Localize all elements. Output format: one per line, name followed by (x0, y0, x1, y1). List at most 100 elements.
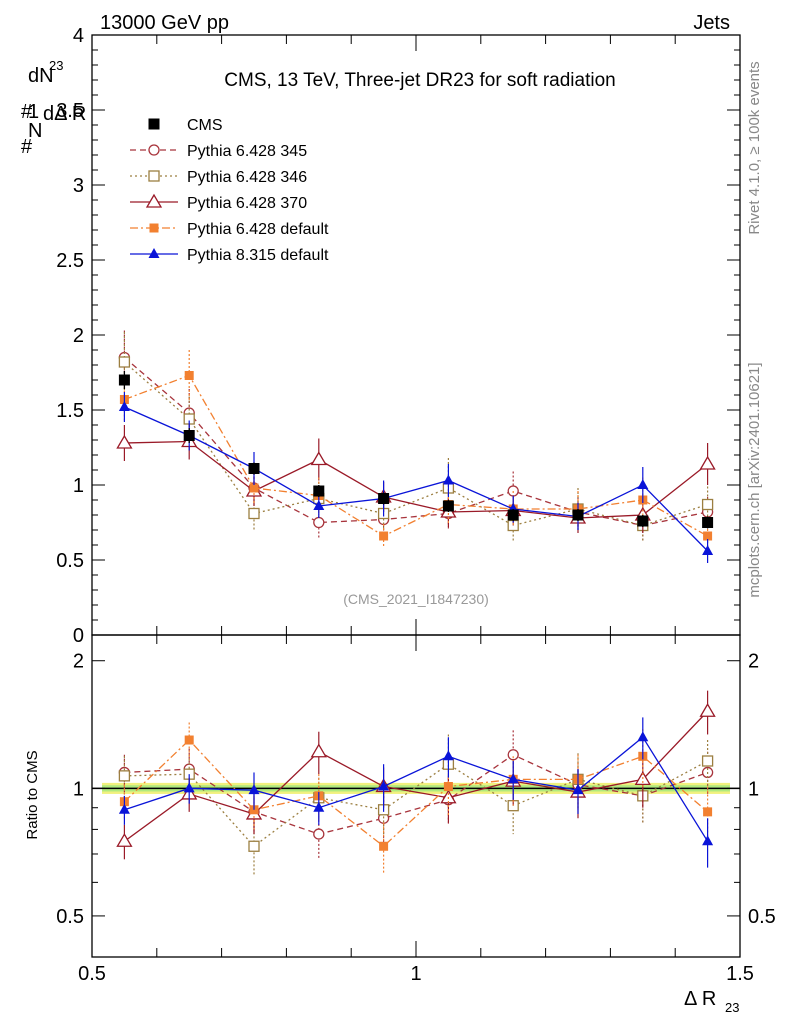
y-tick-label-top: 1.5 (56, 400, 84, 422)
data-point-top (118, 356, 131, 368)
data-point-top (699, 455, 716, 470)
y-tick-label-ratio-right: 1 (748, 778, 759, 800)
svg-text:1: 1 (28, 101, 39, 123)
legend: CMS Pythia 6.428 345 Pythia 6.428 346 Pythi… (130, 117, 329, 264)
data-point-ratio (443, 781, 453, 791)
legend-marker (148, 144, 160, 156)
data-point-top (118, 401, 130, 411)
cms-data-point (248, 463, 260, 474)
cms-data-point (637, 515, 649, 527)
rivet-version-label: Rivet 4.1.0, ≥ 100k events (746, 61, 763, 234)
y-tick-label-top: 3 (73, 175, 84, 197)
legend-marker (145, 193, 163, 208)
data-point-ratio (699, 702, 716, 717)
data-point-ratio (118, 803, 130, 814)
series-line-top (124, 406, 709, 552)
series-line-ratio (124, 736, 709, 842)
legend-item-pythia-6-428-default: Pythia 6.428 default (130, 221, 329, 238)
data-point-ratio (507, 773, 519, 784)
data-point-top (379, 531, 389, 541)
data-point-ratio (313, 801, 325, 812)
data-point-top (184, 371, 194, 380)
svg-text:#: # (21, 101, 33, 123)
svg-text:Δ R: Δ R (684, 988, 716, 1010)
data-point-ratio (572, 784, 584, 795)
legend-label: Pythia 6.428 346 (187, 169, 307, 186)
data-point-top (310, 451, 327, 466)
axes-layer: 0 0.5 1 1.5 2 2.5 3 3.5 4 0.5 0.5 1 1 2 2 0.5 1 1.5 (56, 25, 776, 985)
data-point-ratio (118, 770, 131, 782)
data-point-top (701, 498, 714, 511)
y-tick-label-top: 2 (73, 325, 84, 347)
data-point-top (703, 531, 713, 541)
data-point-top (248, 507, 260, 520)
data-point-ratio (116, 832, 133, 847)
cms-data-point (313, 485, 325, 497)
data-point-top (249, 483, 259, 493)
svg-text:N: N (28, 120, 42, 142)
x-tick-label: 0.5 (78, 963, 106, 985)
y-tick-label-top: 4 (73, 25, 84, 47)
data-point-ratio (248, 784, 260, 795)
series-line-top (124, 374, 708, 537)
y-axis-title-bottom: Ratio to CMS (24, 750, 41, 839)
legend-marker (149, 223, 159, 233)
legend-marker (148, 248, 160, 258)
cms-data-point (442, 500, 454, 512)
x-tick-label: 1.5 (726, 963, 754, 985)
svg-text:#: # (21, 136, 33, 158)
y-tick-label-ratio: 0.5 (56, 906, 84, 928)
y-tick-label-top: 0 (73, 625, 84, 647)
mcplots-reference-label: mcplots.cern.ch [arXiv:2401.10621] (746, 362, 763, 597)
cms-data-point (183, 430, 195, 441)
data-point-ratio (701, 755, 714, 767)
series-line-top (123, 357, 708, 527)
svg-text:23: 23 (49, 58, 63, 73)
y-tick-label-top: 1 (73, 475, 84, 497)
y-tick-label-ratio: 1 (73, 778, 84, 800)
chart-title: CMS, 13 TeV, Three-jet DR23 for soft rad… (224, 70, 615, 91)
data-point-top (637, 479, 649, 489)
data-point-ratio (313, 828, 325, 840)
data-point-top (116, 434, 133, 449)
data-point-ratio (379, 841, 389, 851)
analysis-id-label: (CMS_2021_I1847230) (343, 591, 489, 607)
legend-marker (148, 170, 160, 182)
y-tick-label-ratio-right: 0.5 (748, 906, 776, 928)
legend-item-pythia-6-428-345: Pythia 6.428 345 (130, 143, 307, 160)
legend-item-pythia-8-315-default: Pythia 8.315 default (130, 247, 329, 264)
svg-text:dΔ R: dΔ R (43, 103, 86, 125)
data-point-ratio (703, 807, 713, 817)
legend-label: CMS (187, 117, 223, 134)
cms-data-point (378, 493, 390, 504)
data-point-ratio (310, 743, 327, 758)
data-point-ratio (702, 835, 714, 846)
series-layer (116, 330, 716, 877)
x-axis-title: Δ R 23 (684, 988, 739, 1015)
series-line-ratio (124, 710, 709, 842)
legend-label: Pythia 6.428 default (187, 221, 329, 238)
x-tick-label: 1 (410, 963, 421, 985)
cms-data-point (118, 374, 130, 386)
legend-item-pythia-6-428-346: Pythia 6.428 346 (130, 169, 307, 186)
series-line-ratio (124, 760, 708, 848)
legend-item-pythia-6-428-370: Pythia 6.428 370 (130, 193, 307, 212)
data-point-top (702, 545, 714, 555)
series-line-ratio (124, 754, 708, 835)
data-point-ratio (183, 782, 195, 793)
svg-text:dN: dN (28, 65, 54, 87)
data-point-top (313, 500, 325, 510)
y-tick-label-top: 2.5 (56, 250, 84, 272)
legend-label: Pythia 6.428 370 (187, 195, 307, 212)
svg-text:23: 23 (725, 1000, 739, 1015)
series-line-top (123, 361, 708, 527)
data-point-top (442, 474, 454, 485)
y-tick-label-ratio: 2 (73, 651, 84, 673)
data-point-ratio (248, 840, 260, 852)
y-tick-label-ratio-right: 2 (748, 651, 759, 673)
header-left-label: 13000 GeV pp (100, 12, 229, 34)
y-tick-label-top: 3.5 (56, 100, 84, 122)
legend-label: Pythia 6.428 345 (187, 143, 307, 160)
data-point-ratio (637, 731, 649, 742)
